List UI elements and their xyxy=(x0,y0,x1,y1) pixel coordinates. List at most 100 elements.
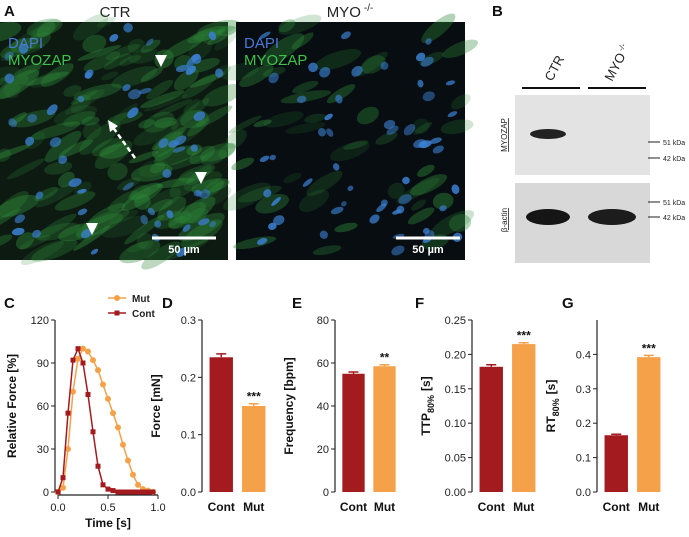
y-tick-label: 90 xyxy=(37,358,49,370)
fiber xyxy=(326,84,356,104)
nucleus xyxy=(123,23,133,33)
nucleus xyxy=(432,145,444,154)
fiber xyxy=(157,196,187,221)
fiber xyxy=(19,26,51,43)
nucleus xyxy=(302,178,313,187)
fiber xyxy=(30,19,60,40)
fiber xyxy=(174,211,192,224)
fiber xyxy=(204,179,224,194)
nucleus xyxy=(269,154,276,161)
point xyxy=(65,410,71,416)
arrowhead xyxy=(195,172,207,184)
nucleus xyxy=(425,38,432,45)
nucleus xyxy=(209,221,217,228)
fiber xyxy=(140,90,185,109)
label-unit: [s] xyxy=(544,380,558,395)
fiber xyxy=(407,207,435,225)
fiber xyxy=(73,83,122,101)
fiber xyxy=(448,214,472,232)
title-sup: -/- xyxy=(364,3,373,14)
nucleus xyxy=(319,67,331,78)
fiber xyxy=(375,132,398,145)
point xyxy=(75,355,81,362)
point xyxy=(90,357,96,364)
nucleus xyxy=(369,214,380,224)
point xyxy=(130,489,136,495)
marker-label: 51 kDa xyxy=(663,200,685,207)
fiber xyxy=(280,90,331,104)
panel-label: F xyxy=(415,295,424,312)
fiber xyxy=(72,13,109,41)
fiber xyxy=(77,45,122,61)
fiber xyxy=(183,99,200,114)
fiber xyxy=(430,210,475,237)
nucleus xyxy=(68,178,82,187)
fiber xyxy=(156,177,195,188)
marker-label: 51 kDa xyxy=(663,140,685,147)
y-tick-label: 80 xyxy=(317,315,329,327)
fiber xyxy=(146,79,174,100)
fiber xyxy=(99,144,131,159)
fiber xyxy=(145,187,182,214)
point xyxy=(140,489,146,495)
nucleus xyxy=(198,218,210,226)
nucleus xyxy=(447,111,458,118)
fiber xyxy=(334,222,358,233)
y-tick-label: 0.3 xyxy=(181,315,196,327)
nucleus xyxy=(4,51,14,61)
fiber xyxy=(263,111,304,128)
error-bar xyxy=(248,402,259,406)
arrowhead xyxy=(155,55,167,67)
legend-marker xyxy=(114,295,120,301)
fiber xyxy=(298,189,330,212)
significance: *** xyxy=(642,341,656,355)
fiber xyxy=(127,38,145,53)
point xyxy=(95,463,101,469)
fiber xyxy=(103,53,132,70)
fiber xyxy=(133,120,179,146)
label-text: RT xyxy=(544,416,558,433)
y-tick-label: 0.1 xyxy=(576,453,591,465)
nucleus xyxy=(351,65,363,77)
nucleus xyxy=(215,68,224,78)
bar xyxy=(512,344,536,492)
point xyxy=(80,360,86,366)
point xyxy=(100,381,106,388)
fiber xyxy=(14,64,41,85)
fiber xyxy=(7,158,46,180)
fiber xyxy=(417,164,435,177)
significance: ** xyxy=(380,351,390,365)
fiber xyxy=(136,233,154,250)
fiber xyxy=(164,155,206,171)
fiber xyxy=(171,98,210,130)
fiber xyxy=(0,194,39,218)
fiber xyxy=(179,196,216,224)
nucleus xyxy=(347,185,354,191)
nucleus xyxy=(145,38,154,46)
fiber xyxy=(0,148,11,162)
label-sub: 80% xyxy=(426,395,436,413)
point xyxy=(130,471,136,478)
fiber xyxy=(25,71,69,86)
nucleus xyxy=(398,194,412,205)
blot-label: β-actin xyxy=(500,208,509,232)
nucleus xyxy=(317,127,326,137)
fiber xyxy=(58,222,99,242)
error-bar xyxy=(216,353,227,358)
panel-label: E xyxy=(292,295,302,312)
marker-label: 42 kDa xyxy=(663,156,685,163)
fiber xyxy=(150,162,166,174)
nucleus xyxy=(4,73,15,84)
nucleus xyxy=(420,56,434,67)
point xyxy=(135,489,141,495)
fiber xyxy=(278,19,296,33)
y-tick-label: 0.20 xyxy=(445,349,466,361)
fiber xyxy=(304,113,326,123)
x-tick-label: Cont xyxy=(603,500,630,514)
bar xyxy=(242,406,266,492)
fiber xyxy=(101,215,149,238)
fiber xyxy=(173,68,199,91)
fiber xyxy=(70,89,98,105)
fiber xyxy=(0,75,29,99)
